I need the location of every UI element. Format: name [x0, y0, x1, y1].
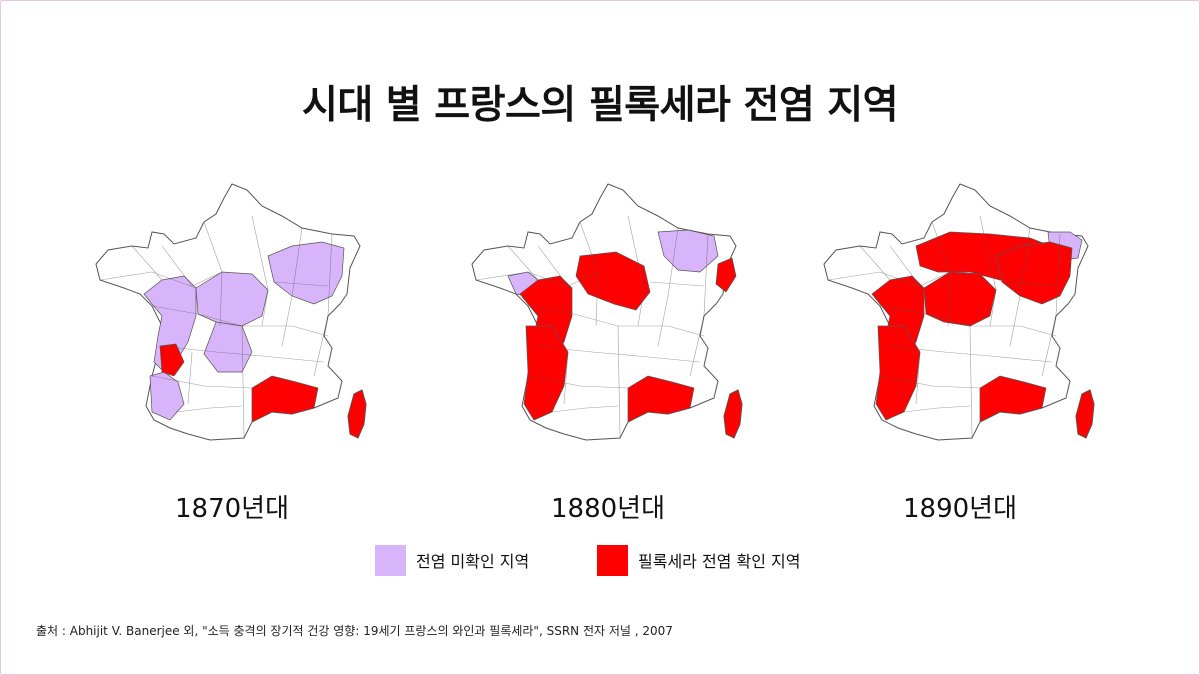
region-infected-provence — [627, 375, 695, 423]
legend-swatch-infected — [597, 544, 628, 576]
decade-label-1880s: 1880년대 — [550, 494, 665, 524]
france-map-light — [95, 183, 367, 441]
legend-item-uninfected: 전염 미확인 지역 — [375, 544, 529, 576]
region-infected-corsica — [1075, 389, 1095, 439]
map-1880s — [468, 176, 748, 451]
france-map-heavy — [823, 183, 1095, 441]
region-infected-provence — [251, 375, 319, 423]
region-infected-corsica — [723, 389, 743, 439]
source-citation: 출처 : Abhijit V. Banerjee 외, "소득 충격의 장기적 … — [36, 624, 673, 638]
decade-label-1870s: 1870년대 — [174, 494, 289, 524]
region-infected-bordeaux — [159, 343, 185, 377]
decade-label-1890s: 1890년대 — [902, 494, 1017, 524]
legend-label-uninfected: 전염 미확인 지역 — [416, 552, 530, 571]
france-outline — [471, 183, 737, 441]
slide-title: 시대 별 프랑스의 필록세라 전염 지역 — [301, 83, 899, 128]
region-infected-provence — [979, 375, 1047, 423]
region-infected-center — [923, 271, 997, 327]
region-uninfected-center — [195, 271, 269, 327]
region-infected-center_north — [575, 251, 651, 311]
legend-item-infected: 필록세라 전염 확인 지역 — [597, 544, 800, 576]
legend-label-infected: 필록세라 전염 확인 지역 — [638, 552, 801, 571]
map-1870s — [92, 176, 372, 451]
region-infected-alsace — [715, 257, 737, 293]
map-1890s — [820, 176, 1100, 451]
legend-swatch-uninfected — [375, 544, 406, 576]
region-uninfected-east — [267, 241, 345, 305]
france-map-mid — [471, 183, 743, 441]
region-infected-east — [995, 241, 1073, 305]
region-infected-corsica — [347, 389, 367, 439]
